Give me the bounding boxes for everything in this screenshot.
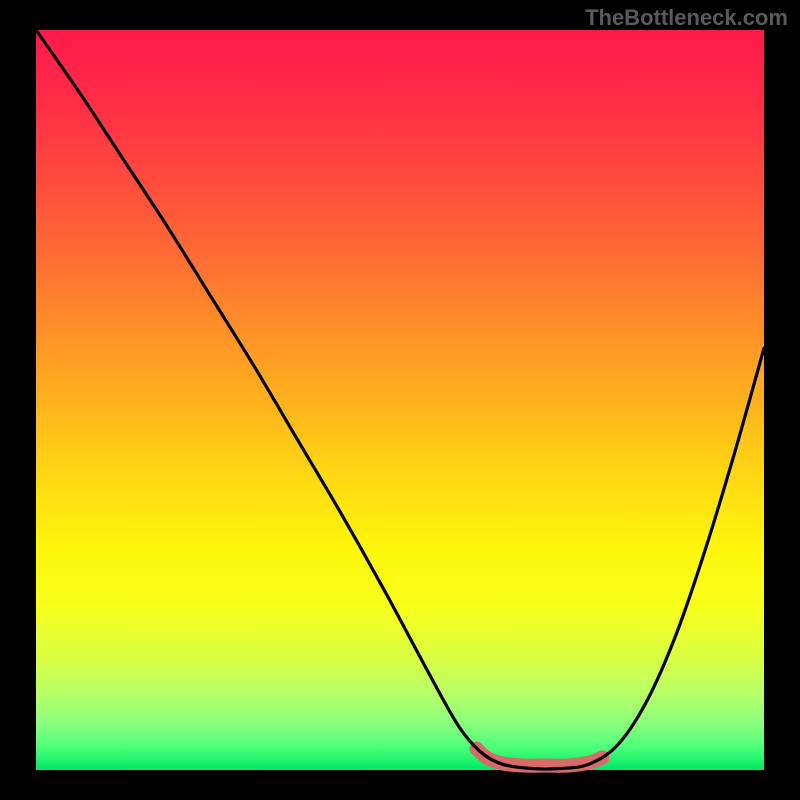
chart-plot-area xyxy=(36,30,764,770)
watermark-text: TheBottleneck.com xyxy=(585,5,788,31)
bottleneck-curve xyxy=(36,30,764,769)
curve-layer xyxy=(36,30,764,770)
